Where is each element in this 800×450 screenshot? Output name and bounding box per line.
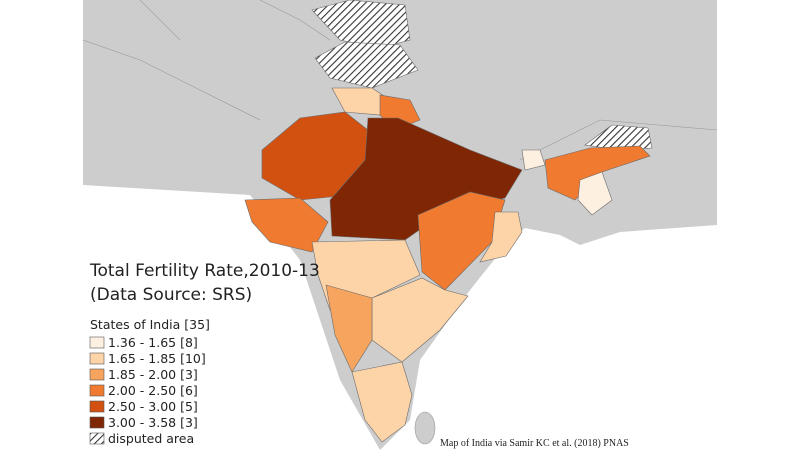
legend-swatch xyxy=(89,336,105,349)
map-subtitle: (Data Source: SRS) xyxy=(90,285,252,305)
legend: 1.36 - 1.65 [8]1.65 - 1.85 [10]1.85 - 2.… xyxy=(89,335,206,430)
legend-label: 1.36 - 1.65 [8] xyxy=(108,335,198,350)
legend-title: States of India [35] xyxy=(90,317,210,332)
state xyxy=(371,277,469,363)
state xyxy=(351,361,413,443)
state xyxy=(521,149,546,171)
disputed-region xyxy=(314,41,419,89)
legend-label: disputed area xyxy=(108,431,194,446)
legend-swatch xyxy=(89,432,105,445)
sea-east xyxy=(380,225,717,450)
legend-label: 2.00 - 2.50 [6] xyxy=(108,383,198,398)
sri-lanka xyxy=(414,411,436,445)
legend-label: 3.00 - 3.58 [3] xyxy=(108,415,198,430)
borders xyxy=(83,0,717,161)
legend-swatch xyxy=(89,368,105,381)
state xyxy=(244,197,329,253)
map-title: Total Fertility Rate,2010-13 xyxy=(89,261,320,281)
credit: Map of India via Samir KC et al. (2018) … xyxy=(440,438,629,449)
legend-swatch xyxy=(89,416,105,429)
legend-label: 1.85 - 2.00 [3] xyxy=(108,367,198,382)
state xyxy=(544,145,651,201)
legend-swatch xyxy=(89,352,105,365)
legend-swatch xyxy=(89,384,105,397)
state xyxy=(479,211,523,263)
legend-label: 1.65 - 1.85 [10] xyxy=(108,351,206,366)
legend-swatch xyxy=(89,400,105,413)
disputed-region xyxy=(311,0,411,49)
state xyxy=(325,284,373,373)
legend-label: 2.50 - 3.00 [5] xyxy=(108,399,198,414)
state xyxy=(577,171,613,216)
sea-west xyxy=(83,185,380,450)
map xyxy=(83,0,717,450)
